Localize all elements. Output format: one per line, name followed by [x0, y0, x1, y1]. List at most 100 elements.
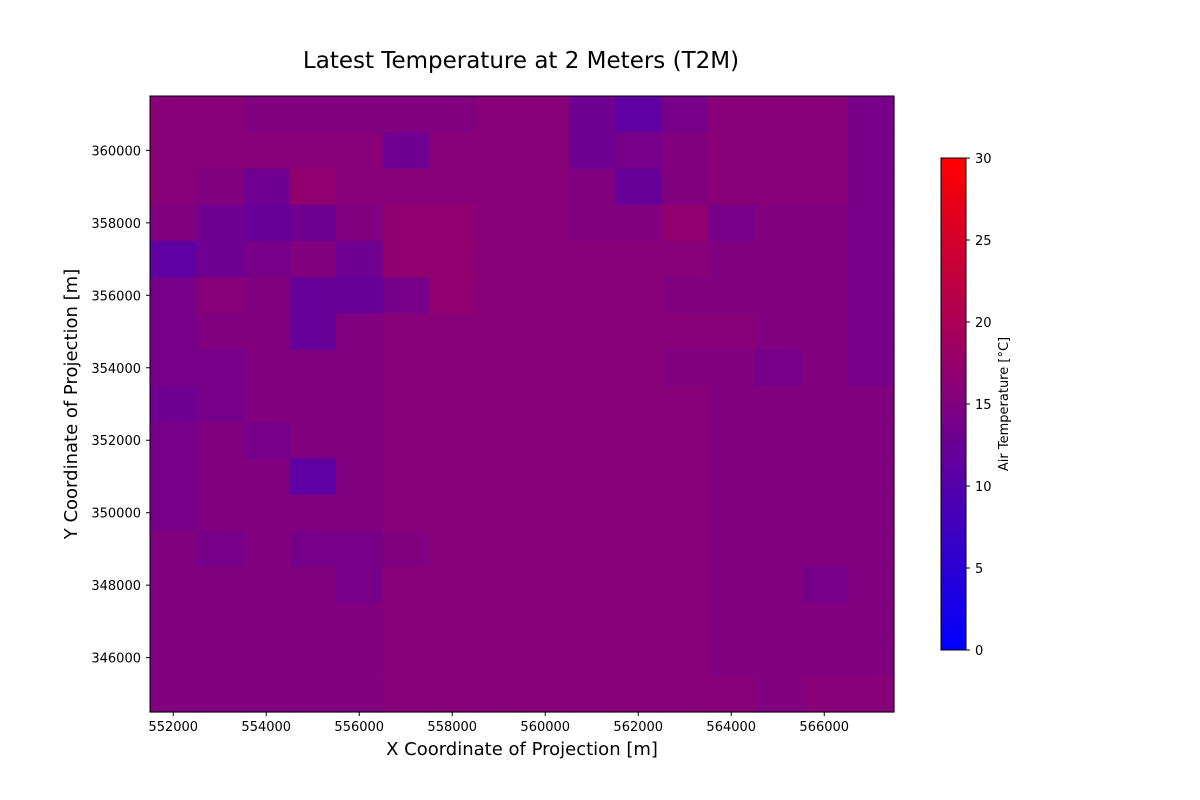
heatmap-cell: [615, 639, 663, 677]
heatmap-cell: [708, 204, 756, 242]
heatmap-cell: [847, 204, 895, 242]
heatmap-cell: [522, 132, 570, 170]
heatmap-cell: [336, 132, 384, 170]
heatmap-cell: [336, 639, 384, 677]
heatmap-cell: [196, 204, 244, 242]
heatmap-cell: [847, 96, 895, 133]
heatmap-cell: [429, 675, 477, 713]
heatmap-cell: [801, 96, 849, 133]
heatmap-cell: [196, 168, 244, 206]
heatmap-cell: [429, 204, 477, 242]
heatmap-cell: [522, 675, 570, 713]
heatmap-cell: [336, 567, 384, 604]
heatmap-cell: [801, 277, 849, 315]
heatmap-cell: [661, 349, 709, 387]
heatmap-cell: [475, 458, 523, 496]
heatmap-cell: [150, 458, 198, 496]
heatmap-cell: [289, 422, 337, 459]
heatmap-cell: [196, 132, 244, 170]
heatmap-cell: [615, 567, 663, 604]
heatmap-cell: [429, 385, 477, 423]
heatmap-cell: [243, 530, 291, 568]
heatmap-cell: [708, 639, 756, 677]
heatmap-cell: [754, 168, 802, 206]
heatmap-cell: [708, 385, 756, 423]
heatmap-cell: [196, 603, 244, 641]
y-axis-label: Y Coordinate of Projection [m]: [61, 269, 82, 541]
heatmap-cell: [289, 494, 337, 532]
heatmap-cell: [336, 530, 384, 568]
heatmap-cell: [475, 168, 523, 206]
heatmap-cell: [429, 530, 477, 568]
heatmap-cell: [801, 204, 849, 242]
heatmap-cell: [615, 277, 663, 315]
heatmap-cell: [289, 639, 337, 677]
y-tick-label: 358000: [91, 217, 141, 232]
heatmap-cell: [568, 458, 616, 496]
heatmap-cell: [708, 132, 756, 170]
heatmap-cell: [196, 277, 244, 315]
heatmap-cell: [243, 96, 291, 133]
heatmap-cell: [243, 603, 291, 641]
heatmap-cell: [708, 313, 756, 351]
colorbar-axis: 0 5 10 15 20 25 30: [966, 152, 992, 659]
y-tick-label: 346000: [91, 652, 141, 667]
heatmap-cell: [568, 168, 616, 206]
heatmap-cell: [801, 240, 849, 278]
heatmap-cell: [243, 458, 291, 496]
heatmap-cell: [150, 168, 198, 206]
heatmap-cell: [661, 458, 709, 496]
heatmap-cell: [568, 313, 616, 351]
heatmap-cell: [522, 530, 570, 568]
colorbar-tick-label: 30: [975, 152, 992, 167]
heatmap-cell: [336, 422, 384, 459]
heatmap-cell: [847, 422, 895, 459]
heatmap-cell: [801, 458, 849, 496]
heatmap-cell: [336, 385, 384, 423]
heatmap-cell: [568, 385, 616, 423]
heatmap-cell: [801, 313, 849, 351]
heatmap-cell: [847, 277, 895, 315]
heatmap-cell: [150, 675, 198, 713]
heatmap-cell: [661, 385, 709, 423]
heatmap-cell: [243, 313, 291, 351]
heatmap-cell: [243, 204, 291, 242]
heatmap-cell: [708, 349, 756, 387]
heatmap-cell: [568, 639, 616, 677]
heatmap-cell: [661, 675, 709, 713]
heatmap-cell: [615, 204, 663, 242]
y-tick-label: 348000: [91, 579, 141, 594]
x-tick-label: 566000: [799, 720, 849, 735]
heatmap-cell: [661, 567, 709, 604]
heatmap-cell: [568, 603, 616, 641]
y-tick-label: 350000: [91, 507, 141, 522]
heatmap-cell: [429, 96, 477, 133]
heatmap-cell: [522, 168, 570, 206]
heatmap-cell: [847, 168, 895, 206]
heatmap-cell: [708, 675, 756, 713]
heatmap-cell: [475, 132, 523, 170]
heatmap-cell: [336, 313, 384, 351]
colorbar-tick-label: 0: [975, 644, 983, 659]
x-axis: 552000 554000 556000 558000 560000 562000 5640…: [148, 712, 849, 735]
heatmap-cell: [150, 494, 198, 532]
heatmap-cell: [615, 458, 663, 496]
heatmap-cell: [522, 313, 570, 351]
heatmap-cell: [847, 530, 895, 568]
heatmap-cell: [475, 639, 523, 677]
heatmap-cell: [150, 639, 198, 677]
chart-title: Latest Temperature at 2 Meters (T2M): [303, 48, 739, 74]
heatmap-cell: [336, 204, 384, 242]
heatmap-cell: [289, 96, 337, 133]
heatmap-cell: [382, 494, 430, 532]
x-tick-label: 556000: [334, 720, 384, 735]
colorbar-tick-label: 5: [975, 562, 983, 577]
heatmap-cell: [336, 603, 384, 641]
heatmap-cell: [243, 422, 291, 459]
heatmap-cell: [336, 494, 384, 532]
heatmap-cell: [847, 385, 895, 423]
heatmap-cell: [801, 567, 849, 604]
heatmap-cell: [754, 96, 802, 133]
x-tick-label: 560000: [520, 720, 570, 735]
heatmap-cell: [289, 675, 337, 713]
